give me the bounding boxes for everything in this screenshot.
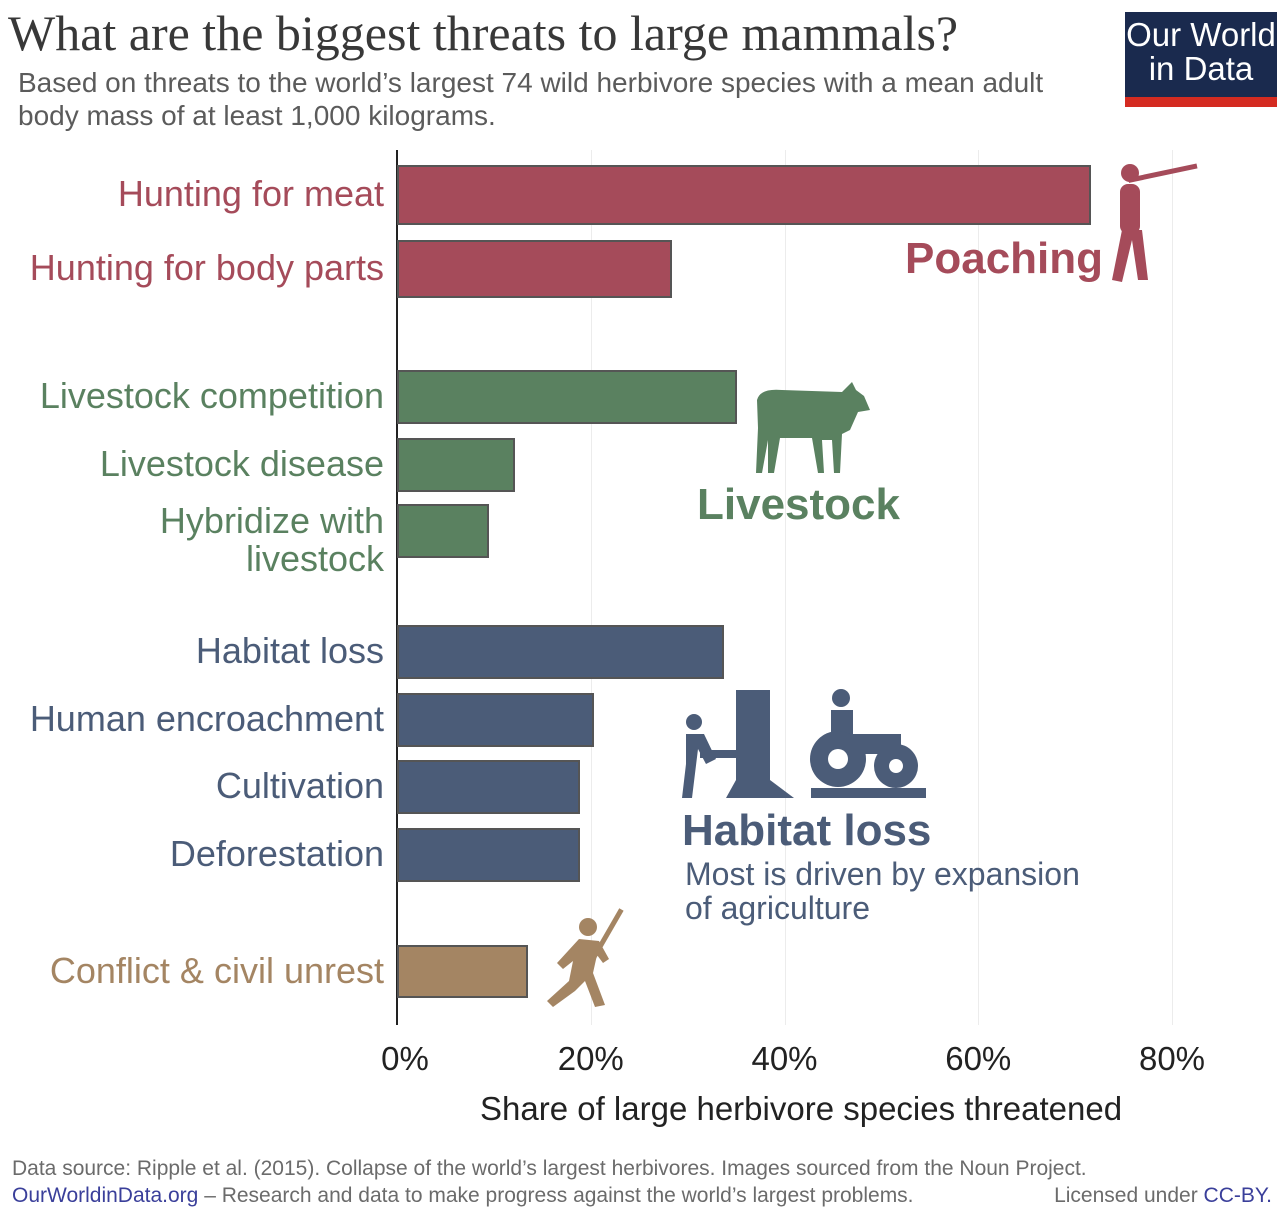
soldier-icon <box>547 908 624 1007</box>
chart-title: What are the biggest threats to large ma… <box>8 5 959 61</box>
bar-hunting-for-meat[interactable] <box>397 165 1091 225</box>
owid-link[interactable]: OurWorldinData.org <box>12 1184 199 1207</box>
bar-livestock-disease[interactable] <box>397 438 516 492</box>
category-label: Livestock disease <box>99 443 384 484</box>
cow-icon <box>756 382 870 473</box>
deforestation-tractor-icon <box>682 689 926 798</box>
footer-line: OurWorldinData.org – Research and data t… <box>12 1184 1272 1208</box>
bar-conflict-civil-unrest[interactable] <box>397 945 528 998</box>
annotation-poaching: Poaching <box>905 234 1104 283</box>
gridline <box>978 150 980 1025</box>
chart-subtitle: Based on threats to the world’s largest … <box>18 67 1044 131</box>
x-tick-label: 60% <box>945 1040 1012 1077</box>
logo-line-1: Our World <box>1126 16 1276 53</box>
category-label: Conflict & civil unrest <box>49 949 384 991</box>
category-label: Deforestation <box>169 833 384 874</box>
x-tick-label: 80% <box>1138 1040 1206 1077</box>
logo-line-2: in Data <box>1148 50 1254 87</box>
annotation-habitat-note: Most is driven by expansion of agricultu… <box>685 856 1080 926</box>
bar-hybridize-with-livestock[interactable] <box>397 504 490 558</box>
bar-livestock-competition[interactable] <box>397 370 738 424</box>
gridline <box>784 150 786 1025</box>
category-label: Hybridize with livestock <box>159 500 384 579</box>
gridline <box>590 150 592 1025</box>
bar-hunting-for-body-parts[interactable] <box>397 240 673 298</box>
category-label: Livestock competition <box>39 375 384 416</box>
x-tick-label: 20% <box>557 1040 624 1077</box>
bar-habitat-loss[interactable] <box>397 625 725 679</box>
category-label: Hunting for body parts <box>29 247 384 288</box>
data-source: Data source: Ripple et al. (2015). Colla… <box>12 1157 1087 1180</box>
tagline: – Research and data to make progress aga… <box>198 1184 914 1207</box>
license: Licensed under CC-BY. <box>1054 1184 1272 1208</box>
x-tick-label: 0% <box>381 1040 429 1077</box>
category-label: Hunting for meat <box>117 173 384 214</box>
annotation-livestock: Livestock <box>697 480 900 529</box>
x-tick-label: 40% <box>751 1040 818 1077</box>
category-label: Cultivation <box>215 765 384 806</box>
annotation-habitat: Habitat loss <box>682 806 932 855</box>
license-prefix: Licensed under <box>1054 1184 1204 1207</box>
category-label: Habitat loss <box>195 630 384 671</box>
x-axis-label: Share of large herbivore species threate… <box>480 1090 1123 1127</box>
category-label: Human encroachment <box>29 698 384 739</box>
bar-deforestation[interactable] <box>397 828 581 882</box>
bar-human-encroachment[interactable] <box>397 693 594 747</box>
owid-logo[interactable]: Our World in Data <box>1125 12 1277 107</box>
y-axis-line <box>396 150 398 1025</box>
gridline <box>1172 150 1173 1025</box>
license-link[interactable]: CC-BY. <box>1203 1184 1272 1207</box>
bar-cultivation[interactable] <box>397 760 581 814</box>
hunter-icon <box>1112 163 1198 282</box>
